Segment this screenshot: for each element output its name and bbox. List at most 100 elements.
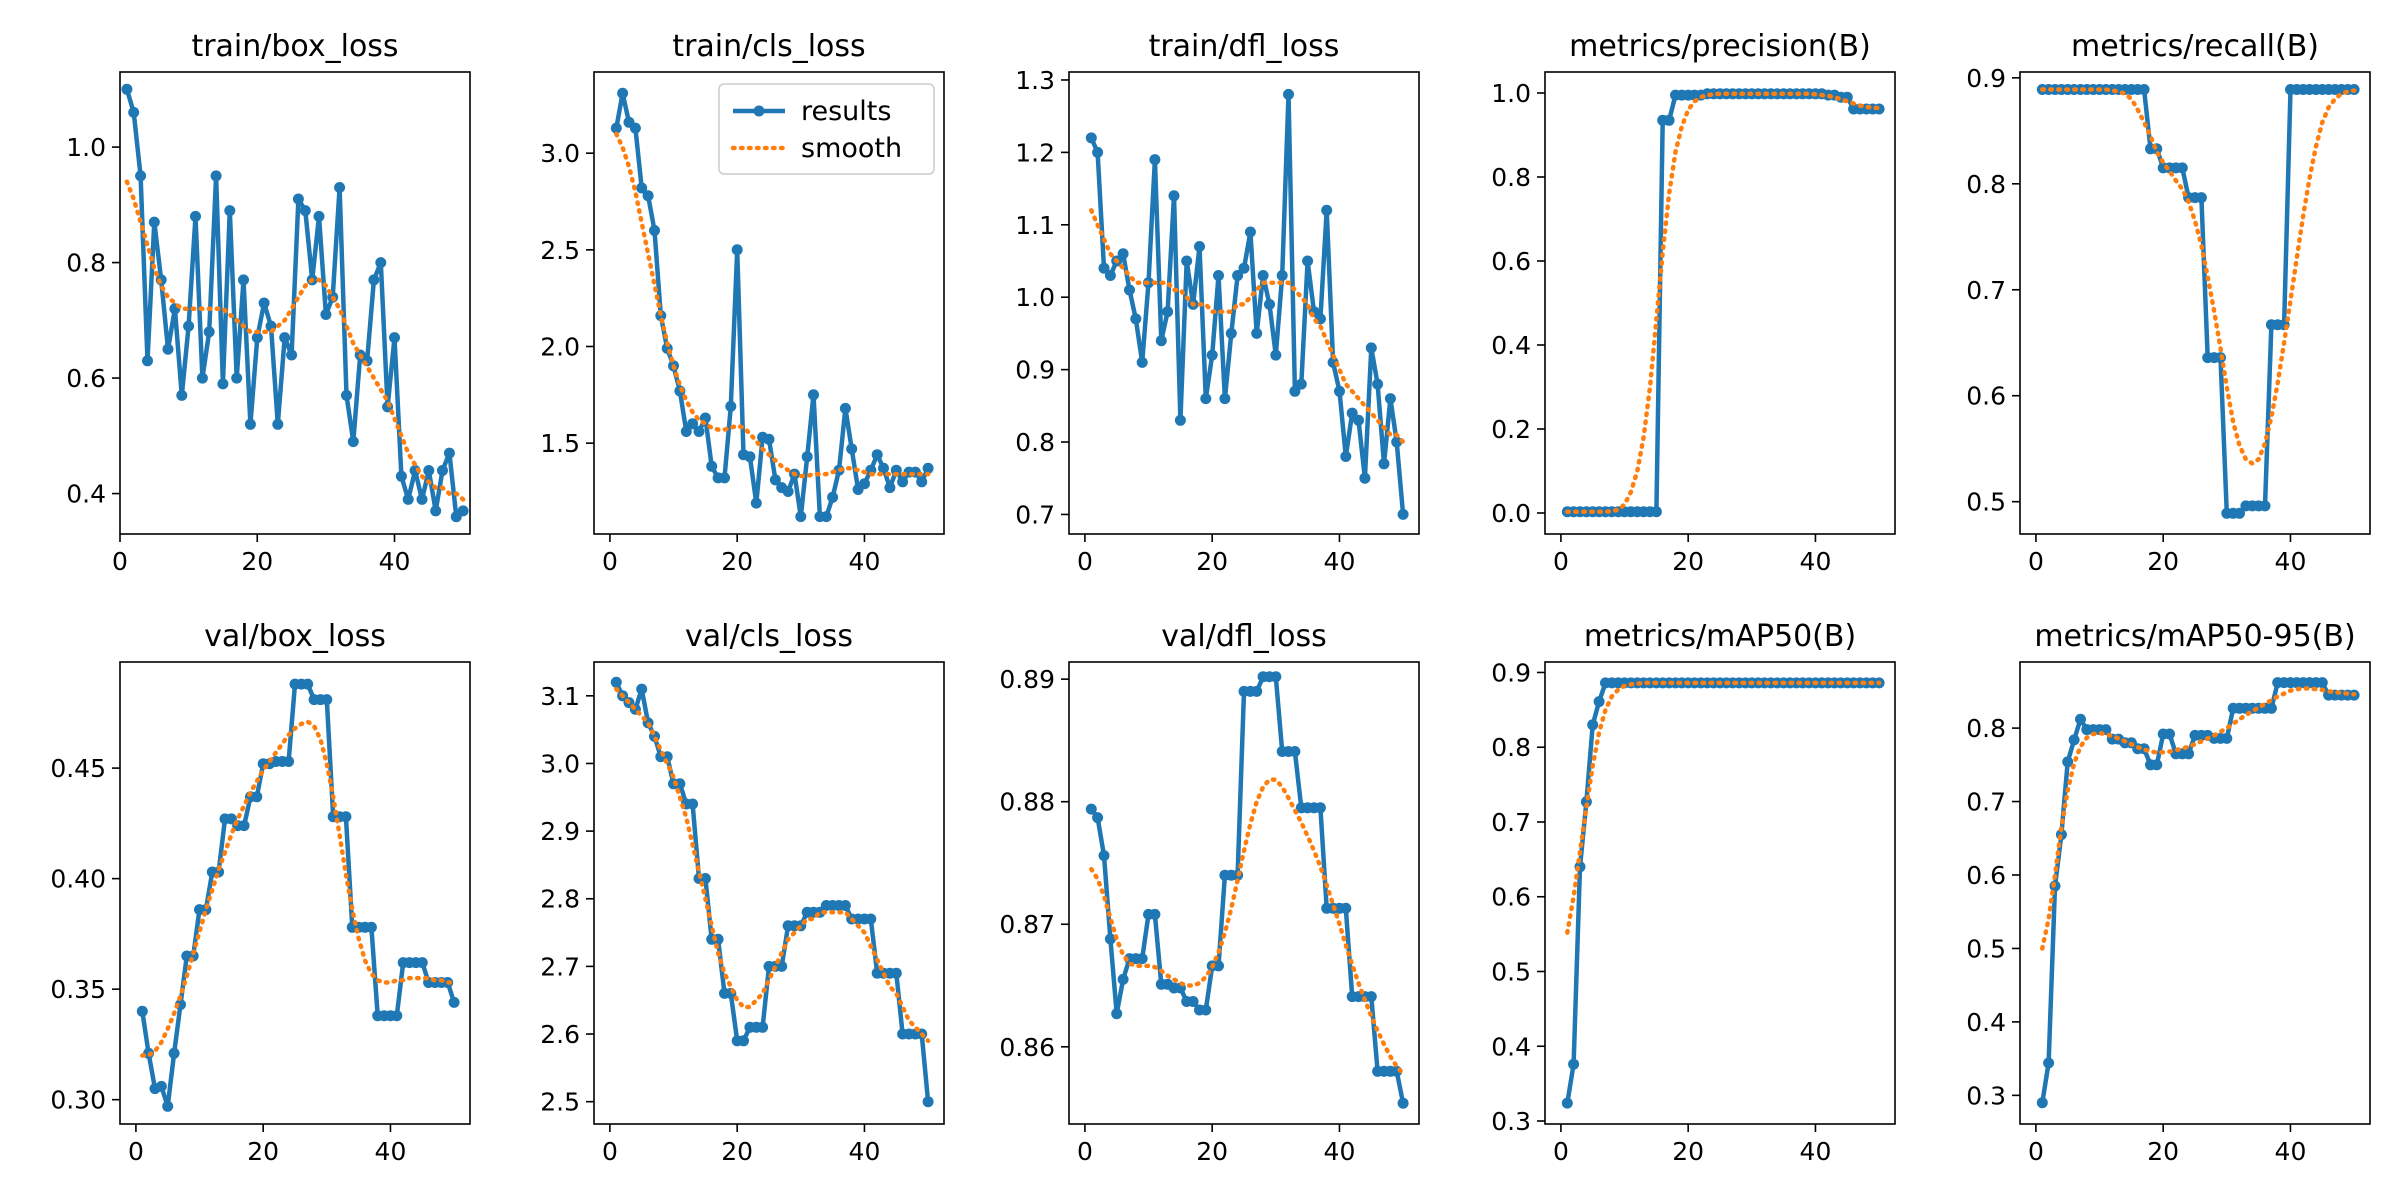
- results-point: [2151, 759, 2163, 771]
- results-point: [687, 798, 699, 810]
- results-point: [251, 791, 263, 803]
- results-point: [1155, 335, 1167, 347]
- x-tick-label: 20: [2147, 1137, 2179, 1166]
- results-point: [1270, 671, 1282, 683]
- x-tick-label: 40: [1324, 547, 1356, 576]
- results-point: [1270, 349, 1282, 361]
- results-point: [190, 210, 201, 222]
- axes-frame: [119, 661, 471, 1125]
- chart-panel-val-dfl-loss: val/dfl_loss 0 20 40 0.86 0.87 0.88 0.89: [999, 619, 1420, 1166]
- results-point: [176, 389, 188, 401]
- y-tick-label: 0.3: [1491, 1107, 1531, 1136]
- results-point: [1397, 508, 1409, 520]
- plot-area: [1561, 88, 1885, 518]
- results-point: [1283, 88, 1294, 100]
- results-point: [162, 343, 174, 355]
- results-line: [1565, 680, 1880, 1104]
- plot-area: [610, 676, 934, 1108]
- results-point: [224, 205, 236, 217]
- results-point: [738, 1035, 749, 1047]
- y-tick-label: 2.0: [540, 332, 580, 361]
- y-tick-label: 0.6: [1491, 247, 1531, 276]
- results-point: [1561, 1097, 1573, 1109]
- results-point: [341, 389, 352, 401]
- y-tick-label: 0.2: [1491, 415, 1531, 444]
- results-point: [395, 470, 407, 482]
- y-tick-label: 2.5: [540, 236, 580, 265]
- results-point: [238, 820, 250, 832]
- results-point: [2062, 756, 2074, 768]
- results-line: [614, 681, 931, 1102]
- y-tick-label: 3.0: [540, 749, 580, 778]
- results-point: [402, 493, 414, 505]
- y-tick-label: 0.5: [1491, 957, 1531, 986]
- results-point: [1187, 996, 1199, 1007]
- results-point: [1162, 306, 1174, 318]
- results-point: [636, 182, 648, 194]
- results-point: [2075, 713, 2086, 725]
- results-point: [2195, 192, 2207, 204]
- chart-title: metrics/mAP50(B): [1584, 619, 1856, 654]
- results-point: [1391, 436, 1403, 448]
- results-line: [140, 681, 457, 1109]
- x-tick-label: 0: [602, 547, 618, 576]
- smooth-line: [124, 179, 466, 502]
- y-tick-label: 0.8: [1491, 163, 1531, 192]
- results-point: [210, 170, 222, 182]
- y-tick-label: 0.9: [1015, 356, 1055, 385]
- results-line: [2040, 680, 2355, 1104]
- results-point: [897, 476, 909, 488]
- y-tick-label: 0.88: [999, 788, 1055, 817]
- results-line: [1089, 92, 1406, 515]
- x-tick-label: 40: [2275, 1137, 2307, 1166]
- x-tick-label: 0: [602, 1137, 618, 1166]
- results-point: [302, 678, 314, 690]
- results-point: [744, 451, 756, 463]
- x-tick-label: 20: [1672, 547, 1704, 576]
- results-point: [1365, 342, 1377, 354]
- chart-title: train/cls_loss: [672, 29, 865, 64]
- chart-title: val/dfl_loss: [1161, 619, 1326, 654]
- results-point: [416, 493, 428, 505]
- results-point: [1302, 255, 1314, 267]
- results-point: [769, 474, 781, 486]
- results-point: [389, 332, 400, 344]
- axes-frame: [1544, 661, 1896, 1125]
- results-point: [801, 451, 813, 463]
- x-tick-label: 20: [241, 547, 273, 576]
- results-point: [1181, 255, 1193, 267]
- results-line: [2042, 87, 2355, 516]
- results-point: [1085, 803, 1097, 815]
- results-point: [680, 426, 692, 437]
- results-point: [1219, 393, 1231, 405]
- results-point: [617, 87, 629, 99]
- results-point: [272, 418, 284, 430]
- y-tick-label: 1.0: [1491, 79, 1531, 108]
- results-point: [1117, 973, 1129, 985]
- results-point: [706, 460, 718, 472]
- axes-frame: [2019, 661, 2371, 1125]
- smooth-line: [2040, 686, 2357, 951]
- axes-frame: [1544, 71, 1896, 535]
- results-line: [124, 88, 465, 519]
- y-tick-label: 0.86: [999, 1033, 1055, 1062]
- results-point: [2221, 732, 2233, 744]
- results-point: [719, 472, 730, 484]
- results-point: [155, 1080, 167, 1092]
- chart-title: metrics/mAP50-95(B): [2034, 619, 2355, 654]
- results-point: [1244, 226, 1256, 238]
- results-point: [321, 694, 333, 706]
- y-tick-label: 0.9: [1966, 64, 2006, 93]
- results-point: [1213, 270, 1224, 281]
- results-point: [430, 505, 442, 517]
- results-point: [162, 1100, 174, 1112]
- results-point: [846, 443, 858, 455]
- results-point: [443, 447, 455, 459]
- results-point: [1104, 933, 1116, 945]
- y-tick-label: 0.0: [1491, 499, 1531, 528]
- results-point: [1092, 146, 1104, 158]
- results-point: [1130, 313, 1142, 325]
- results-point: [1295, 378, 1307, 390]
- plot-area: [121, 83, 469, 523]
- x-tick-label: 20: [1672, 1137, 1704, 1166]
